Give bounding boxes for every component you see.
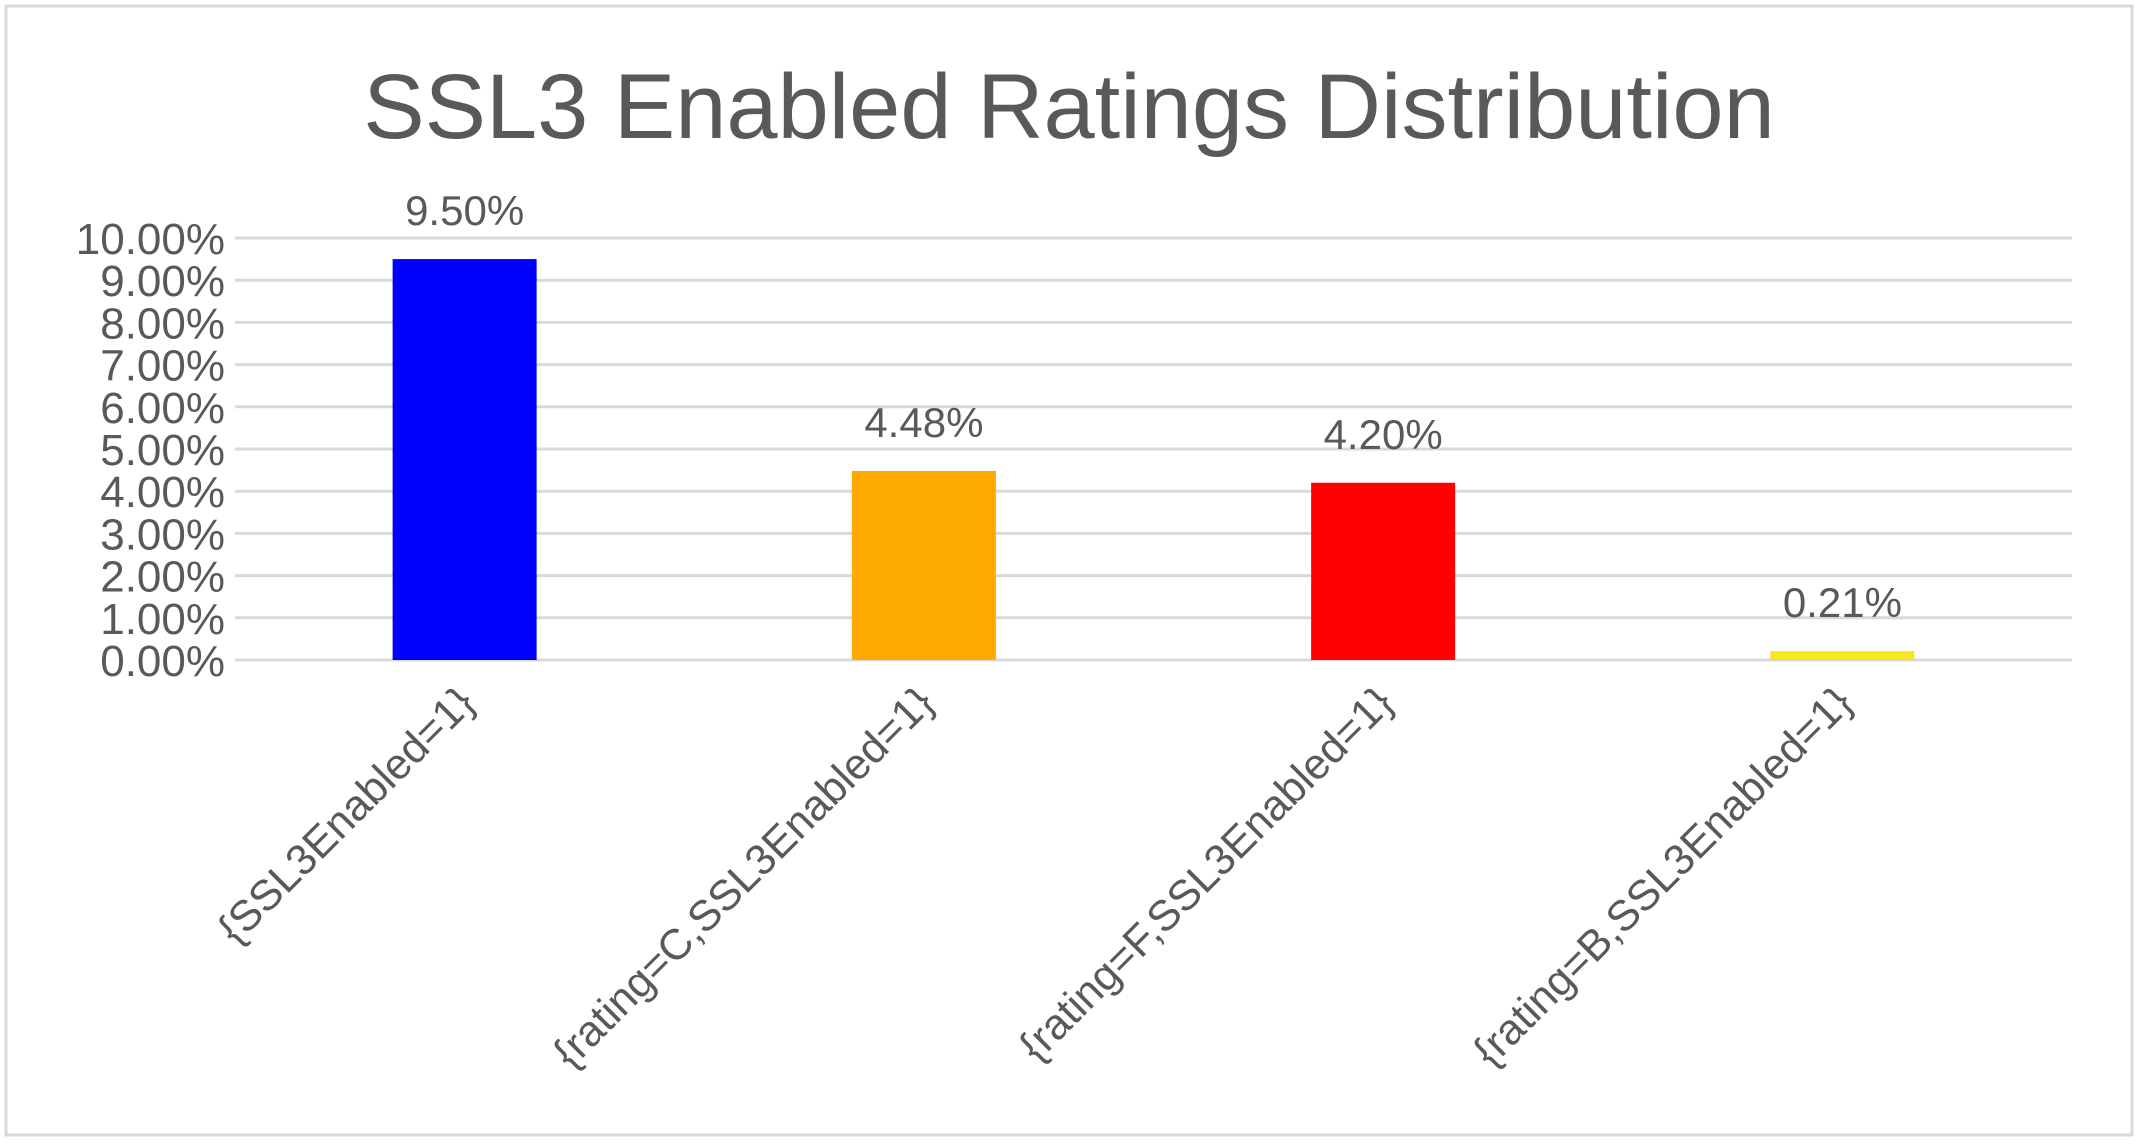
data-label: 4.48%	[864, 399, 983, 446]
data-label: 0.21%	[1783, 579, 1902, 626]
y-tick-label: 0.00%	[100, 637, 225, 686]
y-tick-label: 10.00%	[76, 215, 225, 264]
y-tick-label: 4.00%	[100, 468, 225, 517]
data-label: 4.20%	[1324, 411, 1443, 458]
y-tick-label: 6.00%	[100, 384, 225, 433]
bar	[1311, 482, 1456, 660]
y-tick-label: 5.00%	[100, 426, 225, 475]
data-label: 9.50%	[405, 187, 524, 234]
y-tick-label: 8.00%	[100, 299, 225, 348]
y-tick-label: 9.00%	[100, 257, 225, 306]
bar	[851, 470, 996, 660]
chart-border	[4, 4, 2134, 1137]
y-tick-label: 2.00%	[100, 553, 225, 602]
data-labels: 9.50% 4.48% 4.20% 0.21%	[405, 187, 1902, 626]
y-tick-label: 1.00%	[100, 595, 225, 644]
bar	[1770, 651, 1915, 660]
y-axis-tick-labels: 0.00%1.00%2.00%3.00%4.00%5.00%6.00%7.00%…	[76, 215, 225, 686]
y-tick-label: 7.00%	[100, 342, 225, 391]
bar	[392, 259, 537, 660]
gridlines	[235, 236, 2072, 662]
bars	[392, 259, 1915, 660]
chart-title: SSL3 Enabled Ratings Distribution	[363, 56, 1775, 158]
y-tick-label: 3.00%	[100, 510, 225, 559]
